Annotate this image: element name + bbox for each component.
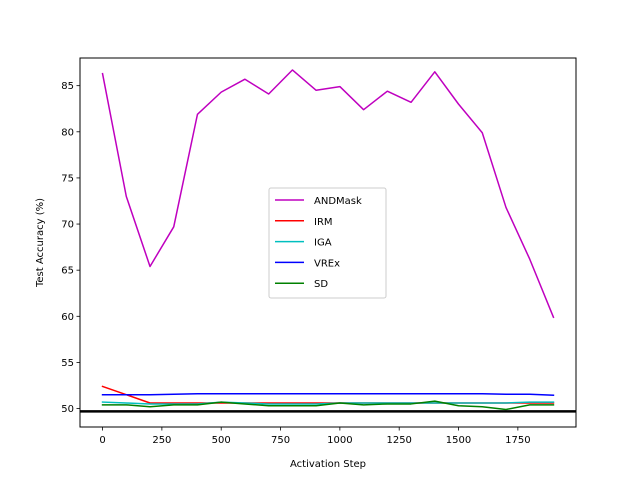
legend-label-irm: IRM xyxy=(314,217,333,228)
y-axis-label: Test Accuracy (%) xyxy=(35,198,46,288)
x-tick-label: 0 xyxy=(99,435,105,446)
y-tick-label: 60 xyxy=(61,312,74,323)
y-axis: 50 55 60 65 70 75 80 85 xyxy=(61,81,80,415)
series-line-sd xyxy=(101,400,555,411)
x-tick-label: 1750 xyxy=(505,435,530,446)
y-tick-label: 85 xyxy=(61,81,74,92)
y-tick-label: 80 xyxy=(61,127,74,138)
plot-frame xyxy=(79,57,577,428)
y-tick-label: 50 xyxy=(61,404,74,415)
legend-label-vrex: VREx xyxy=(314,258,340,269)
legend-label-iga: IGA xyxy=(314,238,332,249)
y-tick-label: 55 xyxy=(61,358,74,369)
series-line-iga xyxy=(101,401,555,405)
x-tick-label: 1000 xyxy=(327,435,352,446)
plot-area xyxy=(80,69,576,413)
y-tick-label: 70 xyxy=(61,220,74,231)
series-line-andmask xyxy=(101,69,555,319)
x-tick-label: 1250 xyxy=(386,435,411,446)
series-line-vrex xyxy=(101,393,555,396)
x-axis: 0 250 500 750 1000 1250 1500 1750 xyxy=(99,427,531,446)
x-axis-label: Activation Step xyxy=(290,459,366,470)
legend-box xyxy=(268,187,387,299)
legend-label-sd: SD xyxy=(314,279,328,290)
legend: ANDMask IRM IGA VREx SD xyxy=(268,187,387,299)
x-tick-label: 250 xyxy=(152,435,171,446)
x-tick-label: 1500 xyxy=(446,435,471,446)
x-tick-label: 500 xyxy=(212,435,231,446)
x-tick-label: 750 xyxy=(271,435,290,446)
y-tick-label: 65 xyxy=(61,266,74,277)
y-tick-label: 75 xyxy=(61,173,74,184)
legend-label-andmask: ANDMask xyxy=(314,196,362,207)
